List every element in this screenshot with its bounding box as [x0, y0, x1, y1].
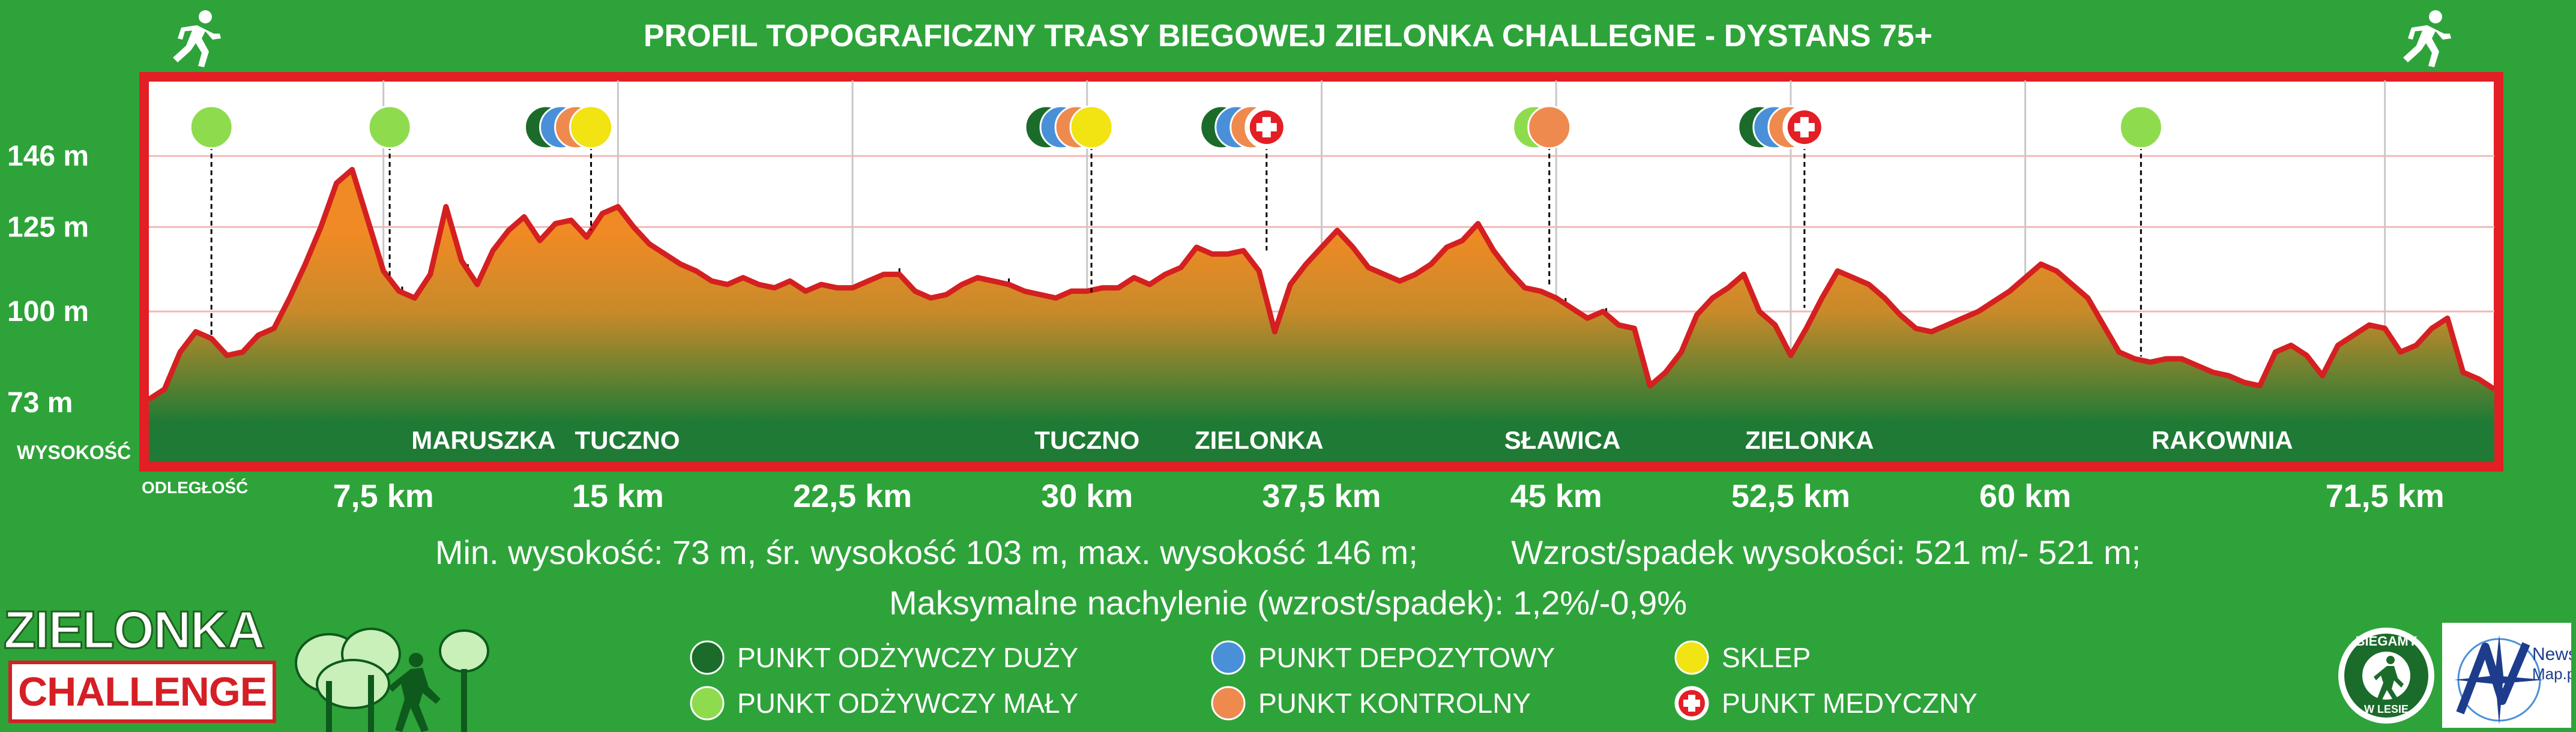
y-tick-label: 146 m: [7, 140, 89, 172]
logo-map-text: Map.pl: [2532, 665, 2571, 683]
checkpoint-marker: [1527, 105, 1572, 149]
waypoint: [1737, 105, 1827, 308]
big-aid-icon: [690, 640, 725, 675]
legend-label-deposit: PUNKT DEPOZYTOWY: [1258, 642, 1555, 673]
legend-label-big-aid: PUNKT ODŻYWCZY DUŻY: [737, 642, 1078, 673]
waypoint: [189, 105, 234, 335]
waypoint: [1024, 105, 1114, 293]
elevation-area: [149, 169, 2494, 462]
x-tick-label: 60 km: [1979, 478, 2071, 514]
place-label: TUCZNO: [575, 426, 680, 454]
legend-item-checkpoint: PUNKT KONTROLNY: [1211, 686, 1531, 721]
logo-challenge-text: CHALLENGE: [8, 661, 277, 723]
stats-line-2: Maksymalne nachylenie (wzrost/spadek): 1…: [888, 584, 1687, 622]
waypoint: [1199, 105, 1289, 251]
checkpoint-icon: [1211, 686, 1246, 721]
deposit-icon: [1211, 640, 1246, 675]
legend-item-medical: PUNKT MEDYCZNY: [1674, 686, 1977, 721]
logo-biegamy-text: BIEGAMY: [2356, 634, 2418, 649]
forest-runner-icon: [295, 628, 489, 732]
legend-item-small-aid: PUNKT ODŻYWCZY MAŁY: [690, 686, 1078, 721]
runner-icon-left: [173, 10, 221, 67]
shop-icon: [1674, 640, 1709, 675]
small-marker: [2119, 105, 2163, 149]
zielonka-challenge-logo: ZIELONKA CHALLENGE: [3, 600, 277, 729]
legend-label-shop: SKLEP: [1722, 642, 1811, 673]
waypoint: [367, 105, 412, 276]
logo-w-lesie-text: W LESIE: [2364, 703, 2409, 715]
small-marker: [189, 105, 234, 149]
place-label: SŁAWICA: [1504, 426, 1621, 454]
x-tick-label: 7,5 km: [333, 478, 434, 514]
x-tick-label: 30 km: [1041, 478, 1133, 514]
stats-line-1: Min. wysokość: 73 m, śr. wysokość 103 m,…: [435, 533, 2141, 571]
shop-marker: [1069, 105, 1114, 149]
x-tick-label: 37,5 km: [1262, 478, 1381, 514]
legend-label-checkpoint: PUNKT KONTROLNY: [1258, 688, 1531, 719]
x-tick-label: 45 km: [1510, 478, 1602, 514]
legend-item-big-aid: PUNKT ODŻYWCZY DUŻY: [690, 640, 1078, 675]
logo-news-text: News: [2532, 644, 2571, 664]
place-label: ZIELONKA: [1195, 426, 1324, 454]
waypoint: [2119, 105, 2163, 357]
legend-item-shop: SKLEP: [1674, 640, 1811, 675]
place-label: MARUSZKA: [411, 426, 555, 454]
place-label: TUCZNO: [1034, 426, 1139, 454]
page-title: PROFIL TOPOGRAFICZNY TRASY BIEGOWEJ ZIEL…: [643, 19, 1933, 53]
x-tick-label: 52,5 km: [1731, 478, 1850, 514]
shop-marker: [569, 105, 614, 149]
place-label: ZIELONKA: [1745, 426, 1874, 454]
small-aid-icon: [690, 686, 725, 721]
newsmap-logo: News Map.pl: [2442, 623, 2571, 728]
logo-zielonka-text: ZIELONKA: [3, 600, 267, 659]
runner-icon-right: [2403, 10, 2451, 67]
y-tick-label: 100 m: [7, 296, 89, 328]
legend-item-deposit: PUNKT DEPOZYTOWY: [1211, 640, 1555, 675]
biegamy-w-lesie-logo: BIEGAMY W LESIE: [2338, 628, 2434, 724]
waypoint: [524, 105, 614, 230]
medical-cross-h: [1794, 123, 1815, 131]
legend-label-small-aid: PUNKT ODŻYWCZY MAŁY: [737, 688, 1078, 719]
x-tick-label: 71,5 km: [2326, 478, 2445, 514]
place-label: RAKOWNIA: [2152, 426, 2293, 454]
y-axis-label: WYSOKOŚĆ: [17, 442, 131, 463]
x-axis-label: ODLEGŁOŚĆ: [142, 478, 248, 497]
x-tick-label: 15 km: [572, 478, 664, 514]
elevation-line: [147, 167, 2496, 402]
small-marker: [367, 105, 412, 149]
y-tick-label: 73 m: [7, 387, 73, 419]
x-tick-label: 22,5 km: [793, 478, 912, 514]
legend-label-medical: PUNKT MEDYCZNY: [1722, 688, 1977, 719]
medical-cross-h: [1256, 123, 1277, 131]
y-tick-label: 125 m: [7, 211, 89, 243]
waypoint: [1512, 105, 1572, 287]
